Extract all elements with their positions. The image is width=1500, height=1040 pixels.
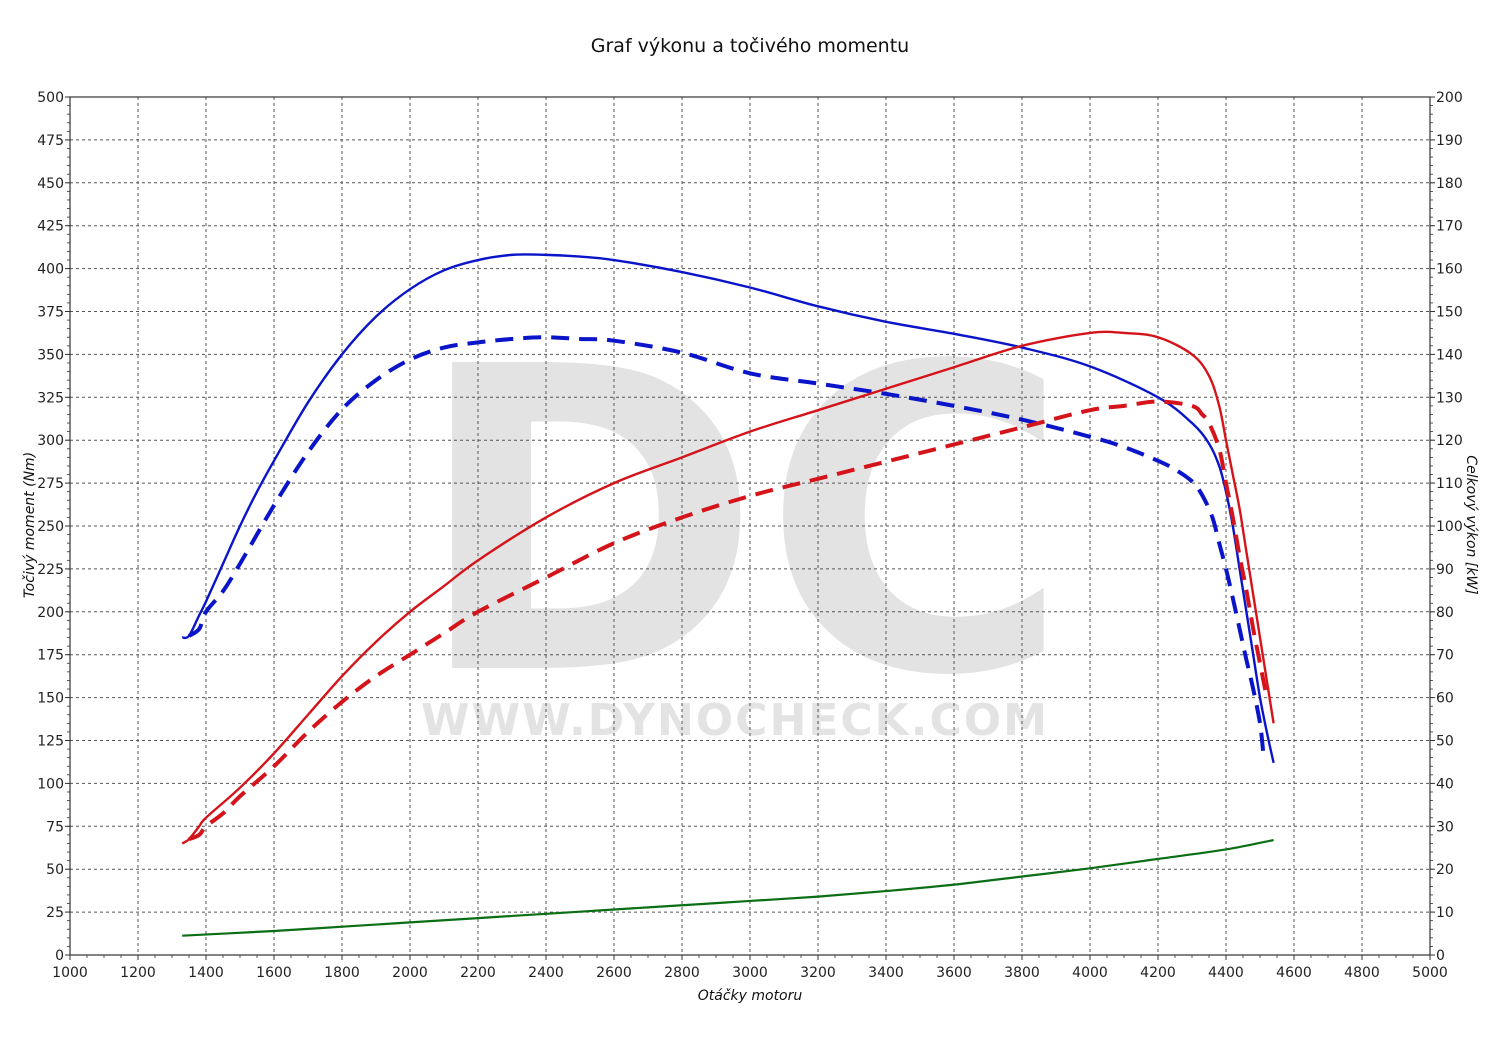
y-left-tick-label: 200 bbox=[37, 605, 64, 621]
y-right-tick-label: 30 bbox=[1436, 819, 1454, 835]
watermark-logo-text: DC bbox=[414, 279, 1071, 768]
y-right-tick-label: 190 bbox=[1436, 133, 1463, 149]
y-axis-left: 0 25 50 75 100 125 150 175 200 225 250 275 300 325 350… bbox=[37, 90, 70, 964]
x-tick-label: 5000 bbox=[1412, 965, 1448, 981]
x-tick-label: 1000 bbox=[52, 965, 88, 981]
watermark-logo: DC WWW.DYNOCHECK.COM bbox=[414, 279, 1071, 768]
x-tick-label: 4600 bbox=[1276, 965, 1312, 981]
y-axis-right: 0 10 20 30 40 50 60 70 80 90 100 110 120 130 140 150 160… bbox=[1430, 90, 1463, 964]
y-right-tick-label: 160 bbox=[1436, 262, 1463, 278]
x-tick-label: 1600 bbox=[256, 965, 292, 981]
y-right-tick-label: 40 bbox=[1436, 776, 1454, 792]
y-right-tick-label: 60 bbox=[1436, 691, 1454, 707]
y-right-tick-label: 130 bbox=[1436, 390, 1463, 406]
y-left-tick-label: 325 bbox=[37, 390, 64, 406]
y-right-tick-label: 50 bbox=[1436, 734, 1454, 750]
y-left-tick-label: 175 bbox=[37, 648, 64, 664]
y-right-tick-label: 90 bbox=[1436, 562, 1454, 578]
x-tick-label: 2000 bbox=[392, 965, 428, 981]
y-right-tick-label: 20 bbox=[1436, 862, 1454, 878]
x-tick-label: 4000 bbox=[1072, 965, 1108, 981]
x-tick-label: 4800 bbox=[1344, 965, 1380, 981]
y-left-tick-label: 225 bbox=[37, 562, 64, 578]
chart-title: Graf výkonu a točivého momentu bbox=[591, 35, 909, 57]
grid-lines bbox=[70, 97, 1430, 955]
x-tick-label: 3000 bbox=[732, 965, 768, 981]
x-tick-label: 2200 bbox=[460, 965, 496, 981]
x-tick-label: 1800 bbox=[324, 965, 360, 981]
y-right-tick-label: 140 bbox=[1436, 347, 1463, 363]
y-right-tick-label: 150 bbox=[1436, 305, 1463, 321]
y-right-tick-label: 70 bbox=[1436, 648, 1454, 664]
y-right-tick-label: 80 bbox=[1436, 605, 1454, 621]
y-right-tick-label: 120 bbox=[1436, 433, 1463, 449]
y-right-tick-label: 180 bbox=[1436, 176, 1463, 192]
y-left-tick-label: 475 bbox=[37, 133, 64, 149]
y-left-tick-label: 250 bbox=[37, 519, 64, 535]
x-tick-label: 3800 bbox=[1004, 965, 1040, 981]
y-left-tick-label: 0 bbox=[55, 948, 64, 964]
x-axis-title: Otáčky motoru bbox=[698, 988, 803, 1004]
y-left-tick-label: 275 bbox=[37, 476, 64, 492]
y-left-tick-label: 450 bbox=[37, 176, 64, 192]
series-line-5 bbox=[182, 838, 1274, 937]
y-left-tick-label: 150 bbox=[37, 691, 64, 707]
y-left-tick-label: 350 bbox=[37, 347, 64, 363]
x-tick-label: 2600 bbox=[596, 965, 632, 981]
y-right-tick-label: 0 bbox=[1436, 948, 1445, 964]
x-axis: 1000 1200 1400 1600 1800 2000 2200 2400 2600 2800… bbox=[52, 955, 1448, 981]
y-left-tick-label: 400 bbox=[37, 262, 64, 278]
y-right-tick-label: 170 bbox=[1436, 219, 1463, 235]
x-tick-label: 4200 bbox=[1140, 965, 1176, 981]
x-tick-label: 4400 bbox=[1208, 965, 1244, 981]
y-axis-left-title: Točivý moment (Nm) bbox=[22, 452, 38, 598]
x-tick-label: 1200 bbox=[120, 965, 156, 981]
series-line-3 bbox=[181, 330, 1275, 845]
y-right-tick-label: 100 bbox=[1436, 519, 1463, 535]
y-right-tick-label: 110 bbox=[1436, 476, 1463, 492]
x-tick-label: 3200 bbox=[800, 965, 836, 981]
series-line-4 bbox=[188, 399, 1269, 842]
y-left-tick-label: 500 bbox=[37, 90, 64, 106]
watermark-url: WWW.DYNOCHECK.COM bbox=[421, 695, 1049, 746]
y-left-tick-label: 75 bbox=[46, 819, 64, 835]
y-left-tick-label: 50 bbox=[46, 862, 64, 878]
y-left-tick-label: 375 bbox=[37, 305, 64, 321]
y-left-tick-label: 25 bbox=[46, 905, 64, 921]
y-right-tick-label: 200 bbox=[1436, 90, 1463, 106]
x-tick-label: 1400 bbox=[188, 965, 224, 981]
y-left-tick-label: 425 bbox=[37, 219, 64, 235]
x-tick-label: 3400 bbox=[868, 965, 904, 981]
y-right-tick-label: 10 bbox=[1436, 905, 1454, 921]
x-tick-label: 2800 bbox=[664, 965, 700, 981]
y-left-tick-label: 100 bbox=[37, 776, 64, 792]
y-left-tick-label: 125 bbox=[37, 734, 64, 750]
x-tick-label: 3600 bbox=[936, 965, 972, 981]
series-layer bbox=[181, 253, 1275, 937]
x-tick-label: 2400 bbox=[528, 965, 564, 981]
y-left-tick-label: 300 bbox=[37, 433, 64, 449]
y-axis-right-title: Celkový výkon [kW] bbox=[1463, 455, 1479, 594]
